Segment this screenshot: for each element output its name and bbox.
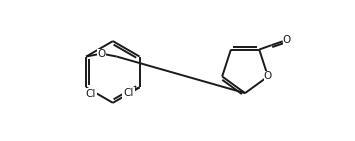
Text: O: O <box>97 49 105 59</box>
Text: Cl: Cl <box>123 88 133 98</box>
Text: O: O <box>264 71 272 81</box>
Text: O: O <box>283 35 291 45</box>
Text: Cl: Cl <box>86 89 96 99</box>
